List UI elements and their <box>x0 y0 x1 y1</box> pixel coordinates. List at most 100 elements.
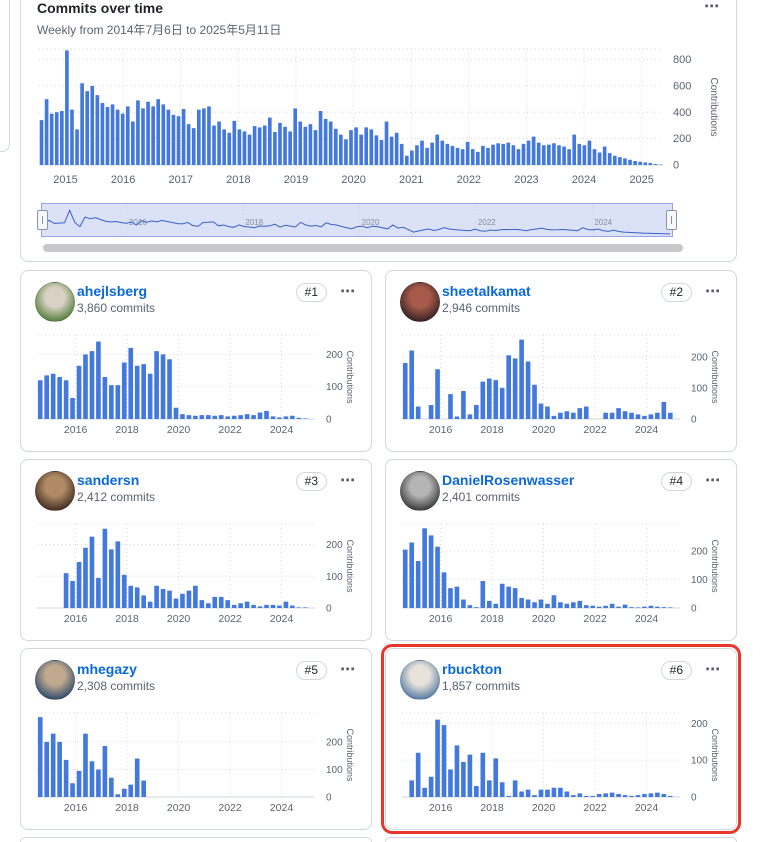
grip-icon <box>671 216 672 224</box>
rank-badge: #6 <box>660 661 692 680</box>
partial-card-top <box>20 837 372 842</box>
svg-text:2020: 2020 <box>167 802 191 814</box>
horizontal-scrollbar[interactable] <box>43 244 683 252</box>
contributor-name-link[interactable]: sandersn <box>77 472 140 488</box>
contributor-card: rbuckton 1,857 commits #6 ⋯ 2016 2018 2020… <box>381 644 741 834</box>
commit-count: 2,412 commits <box>77 490 156 504</box>
svg-text:0: 0 <box>326 793 332 804</box>
kebab-menu-icon[interactable]: ⋯ <box>340 283 356 300</box>
svg-text:2020: 2020 <box>341 174 365 186</box>
svg-text:0: 0 <box>326 415 332 426</box>
svg-text:Contributions: Contributions <box>710 350 720 404</box>
svg-text:2022: 2022 <box>583 424 607 436</box>
contributor-card: mhegazy 2,308 commits #5 ⋯ 2016 2018 2020 2… <box>20 648 372 830</box>
svg-text:0: 0 <box>691 604 697 615</box>
kebab-menu-icon[interactable]: ⋯ <box>340 661 356 678</box>
rank-badge: #2 <box>660 283 692 302</box>
contributor-name-link[interactable]: ahejlsberg <box>77 283 148 299</box>
svg-text:2016: 2016 <box>64 424 88 436</box>
svg-text:2022: 2022 <box>583 613 607 625</box>
kebab-menu-icon[interactable]: ⋯ <box>705 283 721 300</box>
brush-minimap-line: 2016 2018 2020 2022 2024 <box>43 206 671 236</box>
svg-text:2024: 2024 <box>270 424 294 436</box>
brush-handle-right[interactable] <box>666 210 677 230</box>
svg-text:Contributions: Contributions <box>708 78 719 137</box>
svg-text:400: 400 <box>673 107 691 119</box>
contributor-name-link[interactable]: DanielRosenwasser <box>442 472 575 488</box>
svg-text:200: 200 <box>673 133 691 145</box>
kebab-menu-icon[interactable]: ⋯ <box>704 0 720 15</box>
commit-count: 2,308 commits <box>77 679 156 693</box>
avatar[interactable] <box>400 660 440 700</box>
svg-text:2020: 2020 <box>167 424 191 436</box>
svg-text:200: 200 <box>691 352 708 363</box>
commit-count: 1,857 commits <box>442 679 521 693</box>
svg-text:2018: 2018 <box>115 613 139 625</box>
commit-count: 2,401 commits <box>442 490 521 504</box>
svg-text:200: 200 <box>691 719 708 730</box>
brush-handle-left[interactable] <box>37 210 48 230</box>
svg-text:0: 0 <box>691 793 697 804</box>
kebab-menu-icon[interactable]: ⋯ <box>705 472 721 489</box>
avatar[interactable] <box>400 471 440 511</box>
svg-text:2018: 2018 <box>480 613 504 625</box>
svg-text:2018: 2018 <box>480 802 504 814</box>
svg-text:2016: 2016 <box>429 424 453 436</box>
svg-text:100: 100 <box>326 382 343 393</box>
commit-count: 3,860 commits <box>77 301 156 315</box>
svg-text:200: 200 <box>326 540 343 551</box>
svg-text:2020: 2020 <box>362 218 380 227</box>
avatar[interactable] <box>35 282 75 322</box>
avatar[interactable] <box>400 282 440 322</box>
svg-text:2018: 2018 <box>115 802 139 814</box>
avatar[interactable] <box>35 471 75 511</box>
adjacent-panel-edge <box>0 0 10 152</box>
svg-text:2024: 2024 <box>270 802 294 814</box>
svg-text:200: 200 <box>326 350 343 361</box>
contributor-name-link[interactable]: rbuckton <box>442 661 502 677</box>
contributor-card: sandersn 2,412 commits #3 ⋯ 2016 2018 2020… <box>20 459 372 641</box>
rank-badge: #4 <box>660 472 692 491</box>
contributor-name-link[interactable]: sheetalkamat <box>442 283 531 299</box>
svg-text:0: 0 <box>326 604 332 615</box>
svg-text:2016: 2016 <box>64 613 88 625</box>
partial-card-top <box>385 837 737 842</box>
svg-text:2024: 2024 <box>635 802 659 814</box>
svg-text:2022: 2022 <box>218 424 242 436</box>
svg-text:2016: 2016 <box>129 218 147 227</box>
chart-range-brush[interactable]: 2016 2018 2020 2022 2024 <box>37 203 677 237</box>
kebab-menu-icon[interactable]: ⋯ <box>340 472 356 489</box>
svg-text:2024: 2024 <box>270 613 294 625</box>
svg-text:2020: 2020 <box>532 424 556 436</box>
svg-text:0: 0 <box>691 415 697 426</box>
svg-text:2024: 2024 <box>635 424 659 436</box>
rank-badge: #3 <box>295 472 327 491</box>
avatar[interactable] <box>35 660 75 700</box>
svg-text:2024: 2024 <box>572 174 596 186</box>
panel-title: Commits over time <box>37 0 164 16</box>
svg-text:2022: 2022 <box>478 218 496 227</box>
contributors-grid: ahejlsberg 3,860 commits #1 ⋯ 2016 2018 20… <box>20 270 741 842</box>
commits-over-time-chart: 2015 2016 2017 2018 2019 2020 2021 2022 2023 2024… <box>39 48 719 186</box>
svg-text:2018: 2018 <box>480 424 504 436</box>
svg-text:2016: 2016 <box>429 802 453 814</box>
svg-text:2024: 2024 <box>635 613 659 625</box>
svg-text:2018: 2018 <box>115 424 139 436</box>
panel-subtitle: Weekly from 2014年7月6日 to 2025年5月11日 <box>37 23 282 37</box>
contributor-name-link[interactable]: mhegazy <box>77 661 137 677</box>
svg-text:100: 100 <box>326 572 343 583</box>
svg-text:2022: 2022 <box>457 174 481 186</box>
kebab-menu-icon[interactable]: ⋯ <box>705 661 721 678</box>
svg-text:2018: 2018 <box>245 218 263 227</box>
svg-text:Contributions: Contributions <box>345 539 355 593</box>
svg-text:2019: 2019 <box>284 174 308 186</box>
svg-text:200: 200 <box>691 547 708 558</box>
svg-text:2017: 2017 <box>168 174 192 186</box>
svg-text:2023: 2023 <box>514 174 538 186</box>
contributor-card: DanielRosenwasser 2,401 commits #4 ⋯ 201… <box>385 459 737 641</box>
svg-text:600: 600 <box>673 80 691 92</box>
